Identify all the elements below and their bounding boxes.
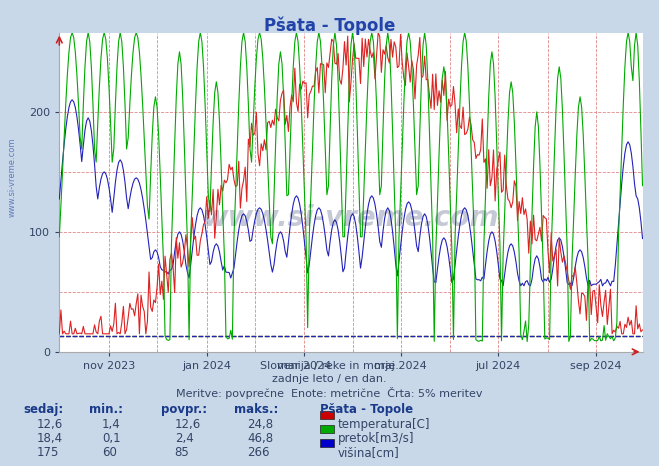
- Text: www.si-vreme.com: www.si-vreme.com: [203, 204, 499, 232]
- Text: sedaj:: sedaj:: [23, 403, 63, 416]
- Text: 0,1: 0,1: [102, 432, 121, 445]
- Text: 12,6: 12,6: [36, 418, 63, 431]
- Text: Slovenija / reke in morje.: Slovenija / reke in morje.: [260, 361, 399, 371]
- Text: 18,4: 18,4: [36, 432, 63, 445]
- Text: Meritve: povprečne  Enote: metrične  Črta: 5% meritev: Meritve: povprečne Enote: metrične Črta:…: [176, 387, 483, 399]
- Text: 46,8: 46,8: [247, 432, 273, 445]
- Text: maks.:: maks.:: [234, 403, 278, 416]
- Text: temperatura[C]: temperatura[C]: [338, 418, 430, 431]
- Text: zadnje leto / en dan.: zadnje leto / en dan.: [272, 374, 387, 384]
- Text: pretok[m3/s]: pretok[m3/s]: [338, 432, 415, 445]
- Text: višina[cm]: višina[cm]: [338, 446, 400, 459]
- Text: 175: 175: [36, 446, 59, 459]
- Text: Pšata - Topole: Pšata - Topole: [320, 403, 413, 416]
- Text: 12,6: 12,6: [175, 418, 201, 431]
- Text: 266: 266: [247, 446, 270, 459]
- Text: 2,4: 2,4: [175, 432, 193, 445]
- Text: 85: 85: [175, 446, 189, 459]
- Text: povpr.:: povpr.:: [161, 403, 208, 416]
- Text: min.:: min.:: [89, 403, 123, 416]
- Text: www.si-vreme.com: www.si-vreme.com: [7, 137, 16, 217]
- Text: 1,4: 1,4: [102, 418, 121, 431]
- Text: 24,8: 24,8: [247, 418, 273, 431]
- Text: 60: 60: [102, 446, 117, 459]
- Text: Pšata - Topole: Pšata - Topole: [264, 16, 395, 35]
